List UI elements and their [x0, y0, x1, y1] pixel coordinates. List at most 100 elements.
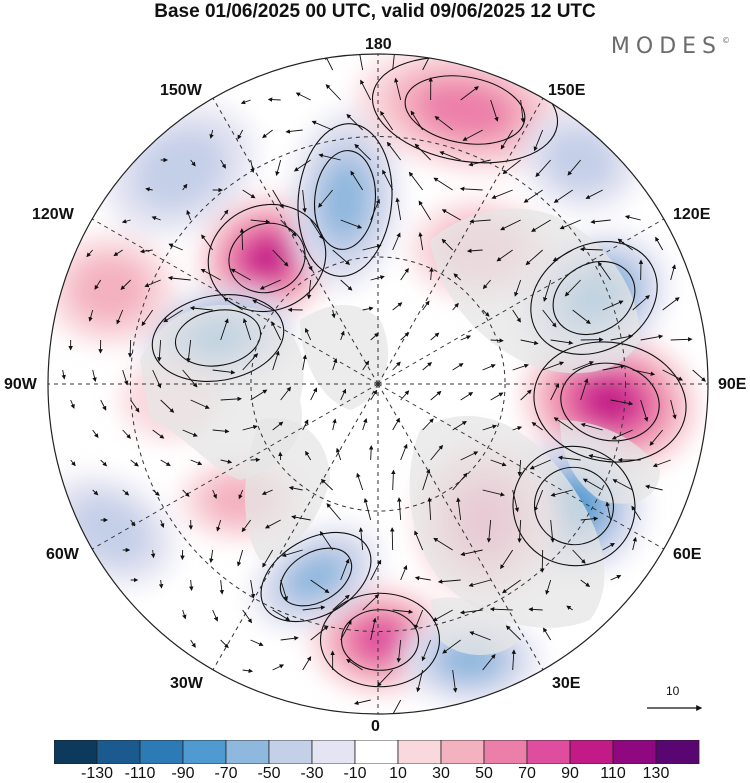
- meridian-line: [212, 383, 379, 671]
- wind-vector: [468, 159, 491, 167]
- wind-vector: [370, 332, 379, 341]
- wind-vector: [528, 607, 543, 612]
- wind-vector: [400, 332, 410, 341]
- wind-vector: [209, 129, 214, 139]
- contour-line: [174, 309, 262, 367]
- wind-vector: [139, 248, 153, 254]
- reference-vector-label: 10: [666, 684, 680, 698]
- contour-line: [319, 592, 441, 688]
- colorbar-swatch: [268, 740, 313, 764]
- landmass: [430, 597, 520, 655]
- wind-vector: [505, 625, 521, 641]
- lon-label-90w: 90W: [4, 376, 37, 393]
- wind-vector: [88, 309, 94, 322]
- wind-vector: [190, 639, 196, 648]
- wind-vector: [564, 279, 581, 297]
- wind-vector: [590, 219, 611, 224]
- wind-vector: [500, 549, 514, 570]
- lon-label-150e: 150E: [548, 82, 586, 99]
- contour-line: [151, 294, 285, 382]
- lon-label-150w: 150W: [160, 82, 202, 99]
- wind-vector: [414, 143, 431, 161]
- negative-anomaly-shade: [543, 128, 617, 192]
- wind-vector: [127, 339, 133, 358]
- wind-vector: [212, 428, 230, 434]
- wind-vector: [422, 300, 430, 311]
- wind-vector: [261, 489, 273, 495]
- wind-vector: [460, 86, 479, 101]
- wind-vector: [462, 129, 483, 141]
- contour-line: [314, 150, 376, 250]
- wind-vector: [370, 389, 378, 401]
- brand-text: MODES: [610, 34, 722, 59]
- wind-vector: [552, 249, 573, 262]
- wind-vector: [160, 519, 165, 529]
- wind-vector: [335, 447, 342, 461]
- wind-vector: [346, 113, 363, 131]
- wind-vector: [482, 364, 496, 371]
- wind-vector: [362, 594, 380, 611]
- wind-vector: [168, 243, 183, 251]
- wind-vector: [397, 497, 402, 521]
- colorbar-tick-label: -70: [214, 765, 238, 782]
- wind-vector: [122, 369, 129, 386]
- colorbar-tick-label: -30: [300, 765, 324, 782]
- wind-vector: [306, 279, 312, 300]
- wind-vector: [489, 606, 513, 612]
- wind-vector: [610, 574, 622, 581]
- wind-vector: [580, 516, 599, 521]
- lon-label-0: 0: [371, 718, 380, 735]
- wind-vector: [452, 363, 464, 371]
- contour-line: [279, 547, 353, 607]
- brand-mark: ©: [722, 36, 730, 45]
- wind-vector: [61, 369, 66, 380]
- wind-vector: [410, 110, 424, 131]
- meridian-line: [377, 97, 544, 385]
- wind-vector: [602, 300, 624, 311]
- colorbar-tick-label: 90: [561, 765, 579, 782]
- wind-vector: [250, 219, 271, 224]
- lon-label-30w: 30W: [170, 675, 203, 692]
- wind-vector: [122, 429, 131, 439]
- colorbar-swatch: [139, 740, 184, 764]
- wind-vector: [346, 659, 363, 671]
- wind-vector: [386, 141, 402, 161]
- wind-vector: [209, 549, 214, 564]
- wind-vector: [469, 219, 491, 224]
- wind-vector: [239, 228, 245, 251]
- wind-vector: [320, 478, 333, 491]
- contour-line: [512, 445, 636, 567]
- wind-vector: [566, 605, 573, 611]
- wind-vector: [392, 302, 403, 311]
- wind-vector: [272, 350, 280, 371]
- wind-vector: [182, 369, 198, 388]
- positive-anomaly-shade: [247, 240, 287, 276]
- wind-vector: [460, 335, 472, 341]
- wind-vector: [542, 361, 565, 371]
- positive-anomaly-shade: [584, 381, 636, 423]
- wind-vector: [182, 489, 190, 497]
- meridian-line: [91, 218, 379, 385]
- wind-vector: [418, 232, 424, 251]
- wind-vector: [632, 536, 637, 551]
- meridian-line: [212, 97, 379, 385]
- wind-vector: [452, 420, 467, 431]
- wind-vector: [376, 669, 393, 687]
- wind-vector: [141, 309, 154, 327]
- wind-vector: [220, 159, 226, 169]
- wind-vector: [392, 232, 401, 251]
- wind-vector: [190, 459, 203, 466]
- wind-vector: [272, 609, 291, 621]
- wind-vector: [189, 305, 213, 311]
- wind-vector: [490, 459, 507, 467]
- wind-vector: [190, 399, 210, 409]
- contour-line: [340, 609, 420, 671]
- wind-vector: [512, 489, 520, 513]
- wind-vector: [220, 459, 233, 464]
- colorbar-swatch: [655, 740, 700, 764]
- meridian-line: [377, 218, 665, 385]
- wind-vector: [223, 297, 243, 311]
- colorbar-tick-label: -50: [257, 765, 281, 782]
- latitude-circle: [130, 136, 626, 632]
